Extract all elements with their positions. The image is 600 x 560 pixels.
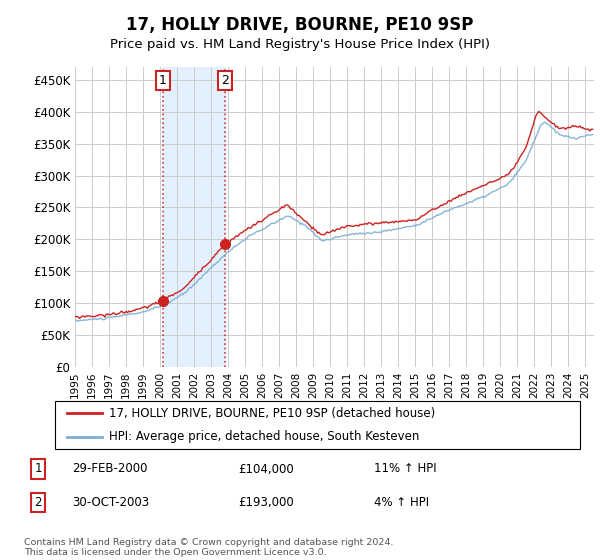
Text: 30-OCT-2003: 30-OCT-2003	[72, 496, 149, 509]
Text: 1: 1	[158, 74, 167, 87]
Text: £104,000: £104,000	[238, 463, 294, 475]
Text: 17, HOLLY DRIVE, BOURNE, PE10 9SP: 17, HOLLY DRIVE, BOURNE, PE10 9SP	[127, 16, 473, 34]
Text: £193,000: £193,000	[238, 496, 294, 509]
Text: Contains HM Land Registry data © Crown copyright and database right 2024.
This d: Contains HM Land Registry data © Crown c…	[24, 538, 394, 557]
FancyBboxPatch shape	[55, 402, 580, 449]
Text: 29-FEB-2000: 29-FEB-2000	[72, 463, 148, 475]
Text: Price paid vs. HM Land Registry's House Price Index (HPI): Price paid vs. HM Land Registry's House …	[110, 38, 490, 52]
Text: HPI: Average price, detached house, South Kesteven: HPI: Average price, detached house, Sout…	[109, 431, 420, 444]
Text: 17, HOLLY DRIVE, BOURNE, PE10 9SP (detached house): 17, HOLLY DRIVE, BOURNE, PE10 9SP (detac…	[109, 407, 436, 419]
Text: 2: 2	[221, 74, 229, 87]
Text: 1: 1	[34, 463, 42, 475]
Text: 4% ↑ HPI: 4% ↑ HPI	[374, 496, 429, 509]
Text: 2: 2	[34, 496, 42, 509]
Bar	[163, 67, 225, 367]
Text: 11% ↑ HPI: 11% ↑ HPI	[374, 463, 436, 475]
